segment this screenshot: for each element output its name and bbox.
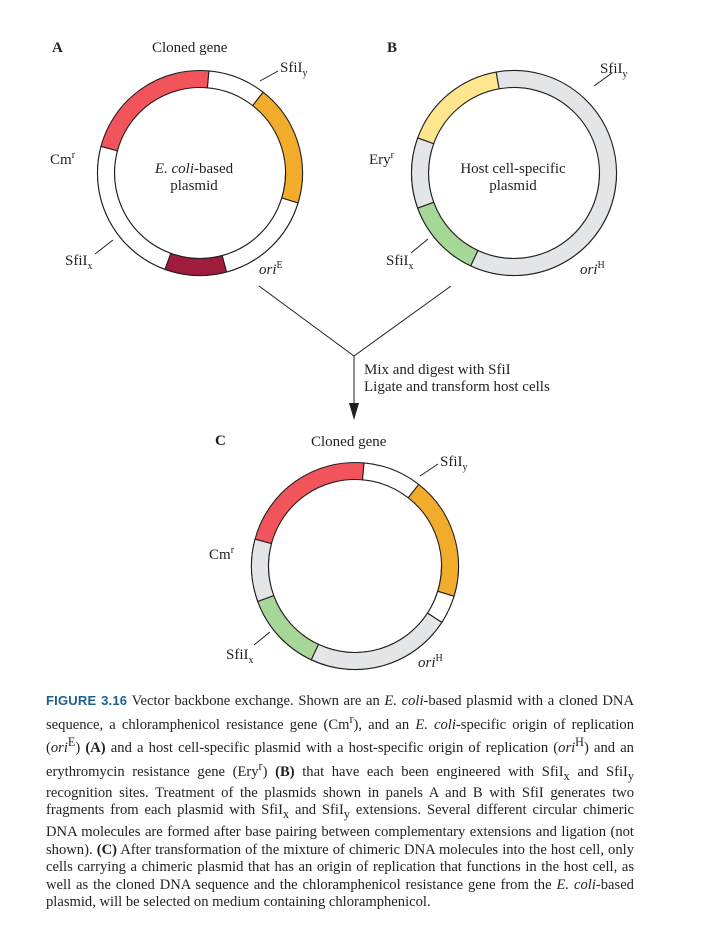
- figure-caption: FIGURE 3.16 Vector backbone exchange. Sh…: [46, 693, 635, 911]
- arrow-head: [349, 403, 359, 420]
- panel-b-letter: B: [387, 40, 397, 56]
- sfiy-label-b: SfiIy: [600, 61, 628, 80]
- panel-c: C Cloned gene SfiIy Cmr SfiIx oriH: [209, 433, 468, 671]
- sfix-leader-line: [94, 239, 114, 255]
- sfiy-leader-line-c: [419, 463, 439, 477]
- sfiy-leader-line: [259, 70, 279, 82]
- ori-h-label-c: oriH: [418, 653, 443, 671]
- cm-resistance-label: Cmr: [50, 150, 76, 168]
- cm-resistance-segment: [254, 461, 365, 545]
- sfiy-label: SfiIy: [280, 60, 308, 79]
- process-step-ligate: Ligate and transform host cells: [364, 379, 550, 395]
- sfix-label-b: SfiIx: [386, 253, 414, 272]
- plasmid-a-ring: [96, 69, 304, 277]
- host-backbone-segment: [411, 137, 435, 209]
- cloned-gene-label: Cloned gene: [152, 40, 228, 56]
- plasmid-b-ring: [410, 69, 618, 277]
- ery-resistance-segment: [416, 71, 500, 145]
- sfix-label: SfiIx: [65, 253, 93, 272]
- plasmid-b-name-line1: Host cell-specific: [460, 161, 566, 177]
- plasmid-b-name-line2: plasmid: [489, 178, 537, 194]
- ecoli-backbone-segment: [96, 145, 172, 271]
- merge-lines: [258, 285, 452, 357]
- sfiy-label-c: SfiIy: [440, 454, 468, 473]
- ori-h-label-b: oriH: [580, 260, 605, 278]
- sfix-label-c: SfiIx: [226, 647, 254, 666]
- ecoli-backbone-segment: [361, 462, 420, 499]
- cm-resistance-segment: [100, 69, 210, 152]
- ori-e-label: oriE: [259, 260, 283, 278]
- ecoli-backbone-segment: [221, 197, 299, 273]
- process-step-digest: Mix and digest with SfiI: [364, 362, 511, 378]
- process-arrow: Mix and digest with SfiI Ligate and tran…: [258, 285, 550, 420]
- plasmid-a-name-line1: E. coli-based: [154, 161, 234, 177]
- sfix-leader-line-b: [410, 238, 429, 254]
- ery-resistance-label: Eryr: [369, 150, 395, 168]
- host-backbone-segment: [251, 538, 275, 603]
- ecoli-backbone-segment: [250, 538, 460, 671]
- plasmid-exchange-diagram: A Cloned gene SfiIy Cmr SfiIx oriE E. co…: [50, 40, 628, 671]
- host-backbone-segment: [410, 137, 618, 277]
- plasmid-c-ring: [250, 461, 460, 671]
- cloned-gene-segment: [251, 91, 304, 204]
- ori-h-segment: [416, 201, 479, 267]
- cm-resistance-label-c: Cmr: [209, 545, 235, 563]
- panel-c-letter: C: [215, 433, 226, 449]
- panel-a-letter: A: [52, 40, 63, 56]
- ori-e-segment: [164, 252, 228, 276]
- cloned-gene-label-c: Cloned gene: [311, 434, 387, 450]
- ori-h-segment: [257, 594, 320, 661]
- sfix-leader-line-c: [253, 631, 271, 646]
- figure-label: FIGURE 3.16: [46, 693, 128, 708]
- panel-b: B SfiIy Eryr SfiIx oriH Host cell-specif…: [369, 40, 628, 278]
- sfiy-leader-line-b: [593, 72, 613, 87]
- cloned-gene-segment: [407, 483, 460, 597]
- ecoli-backbone-segment: [206, 70, 264, 107]
- plasmid-a-name-line2: plasmid: [170, 178, 218, 194]
- panel-a: A Cloned gene SfiIy Cmr SfiIx oriE E. co…: [50, 40, 308, 278]
